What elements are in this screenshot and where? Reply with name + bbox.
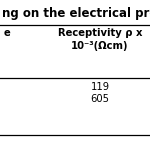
Text: e: e [4,28,11,38]
Text: 605: 605 [90,94,110,104]
Text: 119: 119 [90,82,110,92]
Text: Receptivity ρ x: Receptivity ρ x [58,28,142,38]
Text: ng on the electrical pro: ng on the electrical pro [2,7,150,20]
Text: 10⁻³(Ωcm): 10⁻³(Ωcm) [71,41,129,51]
